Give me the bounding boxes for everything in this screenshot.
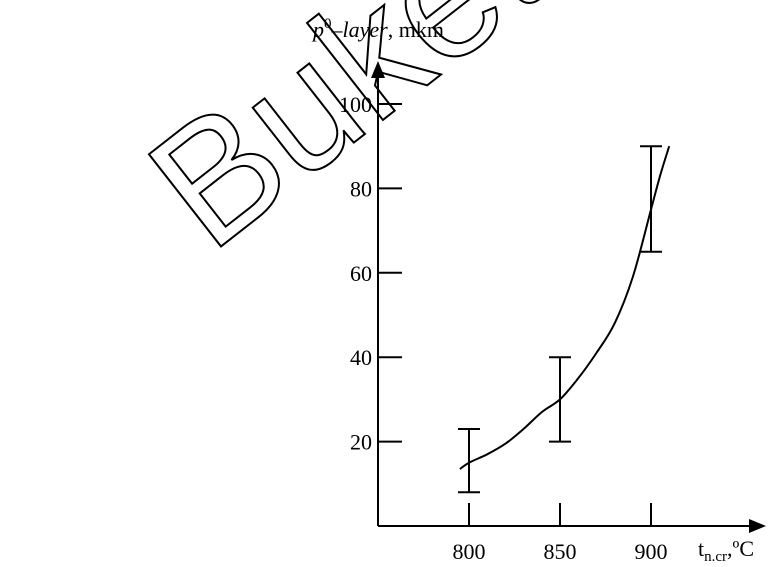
y-axis-title-unit: , mkm: [388, 17, 444, 42]
axes: [371, 61, 766, 533]
watermark-text: Buket: [116, 0, 576, 284]
x-axis-arrow: [749, 519, 766, 533]
y-axis-title-word: layer: [343, 17, 389, 42]
x-tick-label: 850: [544, 539, 577, 564]
y-axis-title-dash: –: [331, 17, 344, 42]
y-axis-title-symbol: p: [311, 17, 324, 42]
x-axis-title-main: t: [698, 536, 704, 561]
x-axis-title: tn.cr,ºC: [698, 536, 754, 565]
x-axis-title-unit: ,ºC: [727, 536, 754, 561]
y-tick-label: 40: [350, 345, 372, 370]
y-axis-title: p0–layer, mkm: [311, 16, 444, 42]
data-curve: [459, 145, 671, 470]
x-axis-title-subscript: n.cr: [704, 549, 727, 565]
x-tick-label: 900: [635, 539, 668, 564]
y-tick-label: 20: [350, 430, 372, 455]
y-tick-label: 80: [350, 176, 372, 201]
curve-layer: [459, 145, 671, 470]
x-tick-label: 800: [453, 539, 486, 564]
y-tick-label: 100: [339, 92, 372, 117]
y-axis-arrow: [371, 61, 385, 78]
errorbar-layer: [458, 145, 662, 494]
y-tick-label: 60: [350, 261, 372, 286]
y-axis-title-superscript: 0: [324, 16, 332, 32]
ticks: 20 40 60 80 100 800 850 900: [339, 92, 668, 564]
